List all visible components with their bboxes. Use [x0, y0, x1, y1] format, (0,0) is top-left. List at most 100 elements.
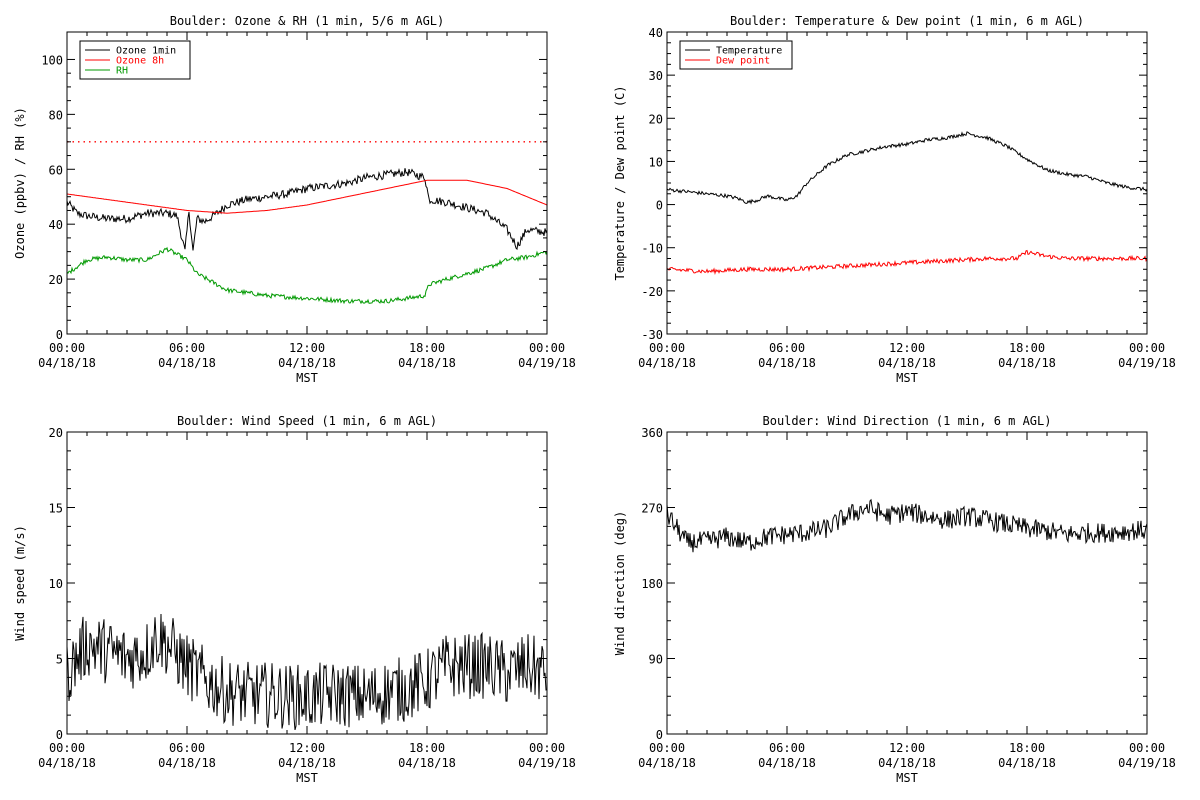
x-tick-date-label: 04/18/18 — [398, 756, 456, 770]
legend-box — [679, 40, 793, 70]
series-line-series-1 — [666, 498, 1148, 553]
chart-title: Boulder: Wind Speed (1 min, 6 m AGL) — [177, 414, 437, 428]
y-axis-label: Wind speed (m/s) — [13, 525, 27, 641]
x-tick-date-label: 04/18/18 — [38, 756, 96, 770]
y-tick-label: -10 — [641, 242, 663, 256]
y-axis-label: Ozone (ppbv) / RH (%) — [13, 107, 27, 259]
x-tick-date-label: 04/18/18 — [398, 356, 456, 370]
chart-panel-1: 02040608010000:0004/18/1806:0004/18/1812… — [13, 14, 576, 385]
x-tick-time-label: 00:00 — [529, 741, 565, 755]
chart-title: Boulder: Temperature & Dew point (1 min,… — [730, 14, 1084, 28]
series-line-temperature — [666, 131, 1148, 205]
x-tick-time-label: 18:00 — [1009, 741, 1045, 755]
y-tick-label: 30 — [649, 69, 663, 83]
x-axis-label: MST — [896, 371, 918, 385]
y-tick-label: 90 — [649, 653, 663, 667]
series-line-ozone-8h — [66, 179, 548, 214]
x-tick-time-label: 00:00 — [649, 741, 685, 755]
y-tick-label: 20 — [49, 426, 63, 440]
x-tick-date-label: 04/18/18 — [758, 356, 816, 370]
chart-title: Boulder: Ozone & RH (1 min, 5/6 m AGL) — [170, 14, 445, 28]
x-axis-label: MST — [296, 371, 318, 385]
x-tick-time-label: 18:00 — [409, 341, 445, 355]
x-axis-label: MST — [296, 771, 318, 785]
x-tick-time-label: 18:00 — [409, 741, 445, 755]
x-tick-time-label: 00:00 — [1129, 741, 1165, 755]
legend-label: Dew point — [716, 56, 770, 67]
x-tick-time-label: 00:00 — [649, 341, 685, 355]
y-tick-label: 20 — [649, 112, 663, 126]
x-tick-date-label: 04/19/18 — [1118, 756, 1176, 770]
y-axis-label: Wind direction (deg) — [613, 511, 627, 656]
series-line-ozone-1min — [66, 167, 548, 251]
series-line-series-1 — [66, 613, 548, 731]
x-tick-time-label: 00:00 — [49, 341, 85, 355]
y-tick-label: 180 — [641, 577, 663, 591]
x-tick-time-label: 12:00 — [889, 341, 925, 355]
y-tick-label: 100 — [41, 53, 63, 67]
y-tick-label: -20 — [641, 285, 663, 299]
y-tick-label: 10 — [649, 155, 663, 169]
x-tick-time-label: 00:00 — [49, 741, 85, 755]
x-tick-time-label: 18:00 — [1009, 341, 1045, 355]
chart-panel-2: -30-20-1001020304000:0004/18/1806:0004/1… — [613, 14, 1176, 385]
x-tick-time-label: 00:00 — [1129, 341, 1165, 355]
series-group — [66, 167, 548, 305]
series-group — [66, 613, 548, 731]
x-tick-date-label: 04/18/18 — [278, 756, 336, 770]
chart-panel-3: 0510152000:0004/18/1806:0004/18/1812:000… — [13, 414, 576, 785]
series-line-rh — [66, 246, 548, 305]
x-tick-date-label: 04/19/18 — [518, 756, 576, 770]
series-group — [666, 498, 1148, 553]
y-tick-label: 360 — [641, 426, 663, 440]
y-tick-label: 0 — [56, 328, 63, 342]
y-tick-label: 270 — [641, 502, 663, 516]
y-tick-label: 5 — [56, 653, 63, 667]
x-tick-date-label: 04/19/18 — [518, 356, 576, 370]
x-tick-date-label: 04/18/18 — [878, 356, 936, 370]
x-tick-date-label: 04/19/18 — [1118, 356, 1176, 370]
y-tick-label: 20 — [49, 273, 63, 287]
y-tick-label: 0 — [56, 728, 63, 742]
x-tick-date-label: 04/18/18 — [758, 756, 816, 770]
y-tick-label: 40 — [649, 26, 663, 40]
x-tick-time-label: 00:00 — [529, 341, 565, 355]
y-tick-label: -30 — [641, 328, 663, 342]
chart-panel-4: 09018027036000:0004/18/1806:0004/18/1812… — [613, 414, 1176, 785]
x-tick-date-label: 04/18/18 — [38, 356, 96, 370]
series-group — [666, 131, 1148, 275]
series-line-dew-point — [666, 249, 1148, 275]
x-tick-time-label: 06:00 — [769, 341, 805, 355]
plot-frame — [666, 431, 1148, 735]
y-tick-label: 15 — [49, 502, 63, 516]
y-tick-label: 60 — [49, 163, 63, 177]
legend-label: Ozone 1min — [116, 46, 176, 57]
chart-title: Boulder: Wind Direction (1 min, 6 m AGL) — [763, 414, 1052, 428]
plot-frame — [666, 31, 1148, 335]
x-tick-time-label: 12:00 — [289, 741, 325, 755]
x-tick-date-label: 04/18/18 — [278, 356, 336, 370]
x-tick-date-label: 04/18/18 — [878, 756, 936, 770]
y-tick-label: 10 — [49, 577, 63, 591]
legend-label: Temperature — [716, 46, 782, 57]
y-tick-label: 40 — [49, 218, 63, 232]
x-tick-date-label: 04/18/18 — [158, 356, 216, 370]
x-tick-time-label: 12:00 — [289, 341, 325, 355]
y-tick-label: 80 — [49, 108, 63, 122]
legend-label: Ozone 8h — [116, 56, 164, 67]
x-tick-date-label: 04/18/18 — [998, 756, 1056, 770]
x-tick-date-label: 04/18/18 — [998, 356, 1056, 370]
legend-label: RH — [116, 66, 128, 77]
x-tick-date-label: 04/18/18 — [638, 756, 696, 770]
x-tick-time-label: 06:00 — [769, 741, 805, 755]
y-tick-label: 0 — [656, 199, 663, 213]
x-tick-date-label: 04/18/18 — [158, 756, 216, 770]
y-axis-label: Temperature / Dew point (C) — [613, 85, 627, 280]
x-tick-time-label: 06:00 — [169, 341, 205, 355]
y-tick-label: 0 — [656, 728, 663, 742]
x-tick-date-label: 04/18/18 — [638, 356, 696, 370]
x-axis-label: MST — [896, 771, 918, 785]
